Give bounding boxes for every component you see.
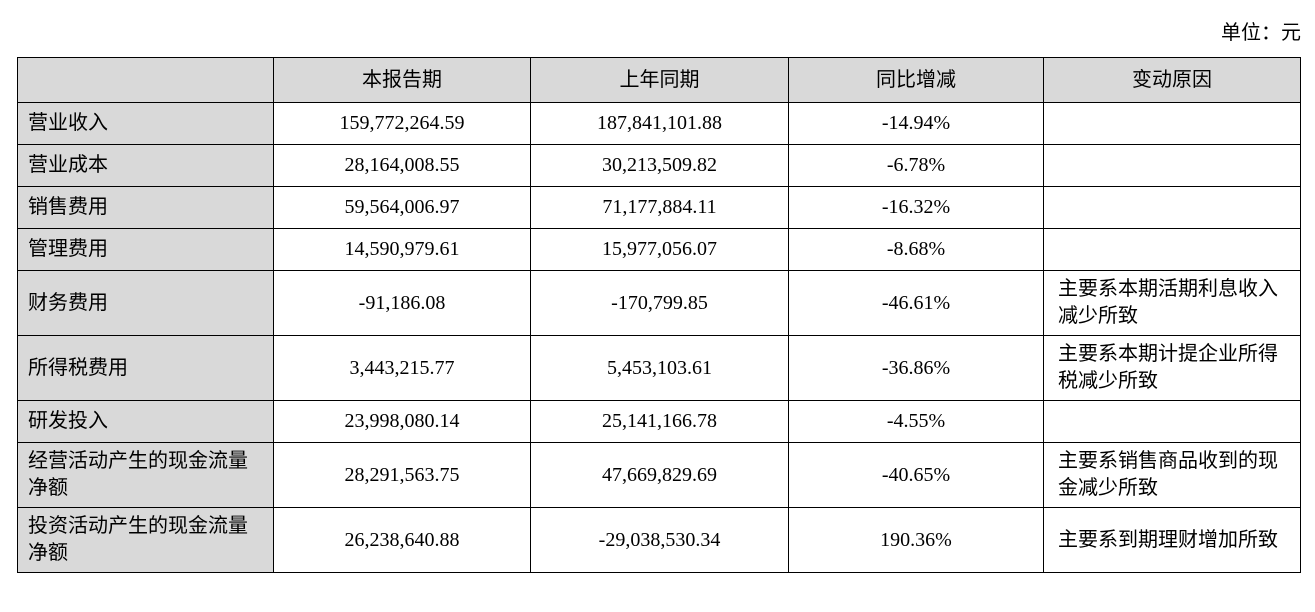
- row-label: 销售费用: [17, 186, 274, 229]
- cell: 47,669,829.69: [530, 442, 789, 508]
- table-row: 营业成本 28,164,008.55 30,213,509.82 -6.78%: [17, 144, 1301, 187]
- table-row: 管理费用 14,590,979.61 15,977,056.07 -8.68%: [17, 228, 1301, 271]
- cell: -170,799.85: [530, 270, 789, 336]
- table-body: 营业收入 159,772,264.59 187,841,101.88 -14.94% 营…: [17, 102, 1301, 573]
- cell: -40.65%: [788, 442, 1044, 508]
- cell: 59,564,006.97: [273, 186, 531, 229]
- cell: 28,164,008.55: [273, 144, 531, 187]
- header-cell: [17, 57, 274, 103]
- cell: -14.94%: [788, 102, 1044, 145]
- cell: [1043, 186, 1301, 229]
- row-label: 所得税费用: [17, 335, 274, 401]
- row-label: 经营活动产生的现金流量净额: [17, 442, 274, 508]
- table-row: 销售费用 59,564,006.97 71,177,884.11 -16.32%: [17, 186, 1301, 229]
- cell: 25,141,166.78: [530, 400, 789, 443]
- cell: -36.86%: [788, 335, 1044, 401]
- row-label: 投资活动产生的现金流量净额: [17, 507, 274, 573]
- header-cell: 上年同期: [530, 57, 789, 103]
- row-label: 财务费用: [17, 270, 274, 336]
- cell: [1043, 228, 1301, 271]
- cell: [1043, 144, 1301, 187]
- table-row: 财务费用 -91,186.08 -170,799.85 -46.61% 主要系本期活期利…: [17, 270, 1301, 336]
- row-label: 研发投入: [17, 400, 274, 443]
- cell: 23,998,080.14: [273, 400, 531, 443]
- cell: 主要系本期活期利息收入减少所致: [1043, 270, 1301, 336]
- cell: -8.68%: [788, 228, 1044, 271]
- cell: 主要系到期理财增加所致: [1043, 507, 1301, 573]
- cell: 15,977,056.07: [530, 228, 789, 271]
- header-cell: 本报告期: [273, 57, 531, 103]
- cell: 190.36%: [788, 507, 1044, 573]
- table-row: 投资活动产生的现金流量净额 26,238,640.88 -29,038,530.34…: [17, 507, 1301, 573]
- cell: 187,841,101.88: [530, 102, 789, 145]
- cell: 3,443,215.77: [273, 335, 531, 401]
- cell: 71,177,884.11: [530, 186, 789, 229]
- row-label: 营业成本: [17, 144, 274, 187]
- cell: 14,590,979.61: [273, 228, 531, 271]
- table-row: 营业收入 159,772,264.59 187,841,101.88 -14.94%: [17, 102, 1301, 145]
- cell: 主要系本期计提企业所得税减少所致: [1043, 335, 1301, 401]
- cell: [1043, 400, 1301, 443]
- cell: -6.78%: [788, 144, 1044, 187]
- cell: 30,213,509.82: [530, 144, 789, 187]
- unit-label: 单位：元: [1221, 22, 1301, 44]
- table-row: 经营活动产生的现金流量净额 28,291,563.75 47,669,829.69-…: [17, 442, 1301, 508]
- cell: 主要系销售商品收到的现金减少所致: [1043, 442, 1301, 508]
- cell: -91,186.08: [273, 270, 531, 336]
- cell: 5,453,103.61: [530, 335, 789, 401]
- cell: 159,772,264.59: [273, 102, 531, 145]
- cell: -16.32%: [788, 186, 1044, 229]
- header-row: 本报告期 上年同期 同比增减 变动原因: [17, 57, 1301, 103]
- cell: -29,038,530.34: [530, 507, 789, 573]
- cell: [1043, 102, 1301, 145]
- cell: 28,291,563.75: [273, 442, 531, 508]
- table-row: 研发投入 23,998,080.14 25,141,166.78 -4.55%: [17, 400, 1301, 443]
- row-label: 营业收入: [17, 102, 274, 145]
- data-table: 本报告期 上年同期 同比增减 变动原因 营业收入 159,772,264.59 187,8…: [17, 57, 1301, 573]
- cell: -46.61%: [788, 270, 1044, 336]
- row-label: 管理费用: [17, 228, 274, 271]
- header-cell: 变动原因: [1043, 57, 1301, 103]
- header-cell: 同比增减: [788, 57, 1044, 103]
- cell: -4.55%: [788, 400, 1044, 443]
- table-row: 所得税费用 3,443,215.77 5,453,103.61 -36.86% 主要系本…: [17, 335, 1301, 401]
- cell: 26,238,640.88: [273, 507, 531, 573]
